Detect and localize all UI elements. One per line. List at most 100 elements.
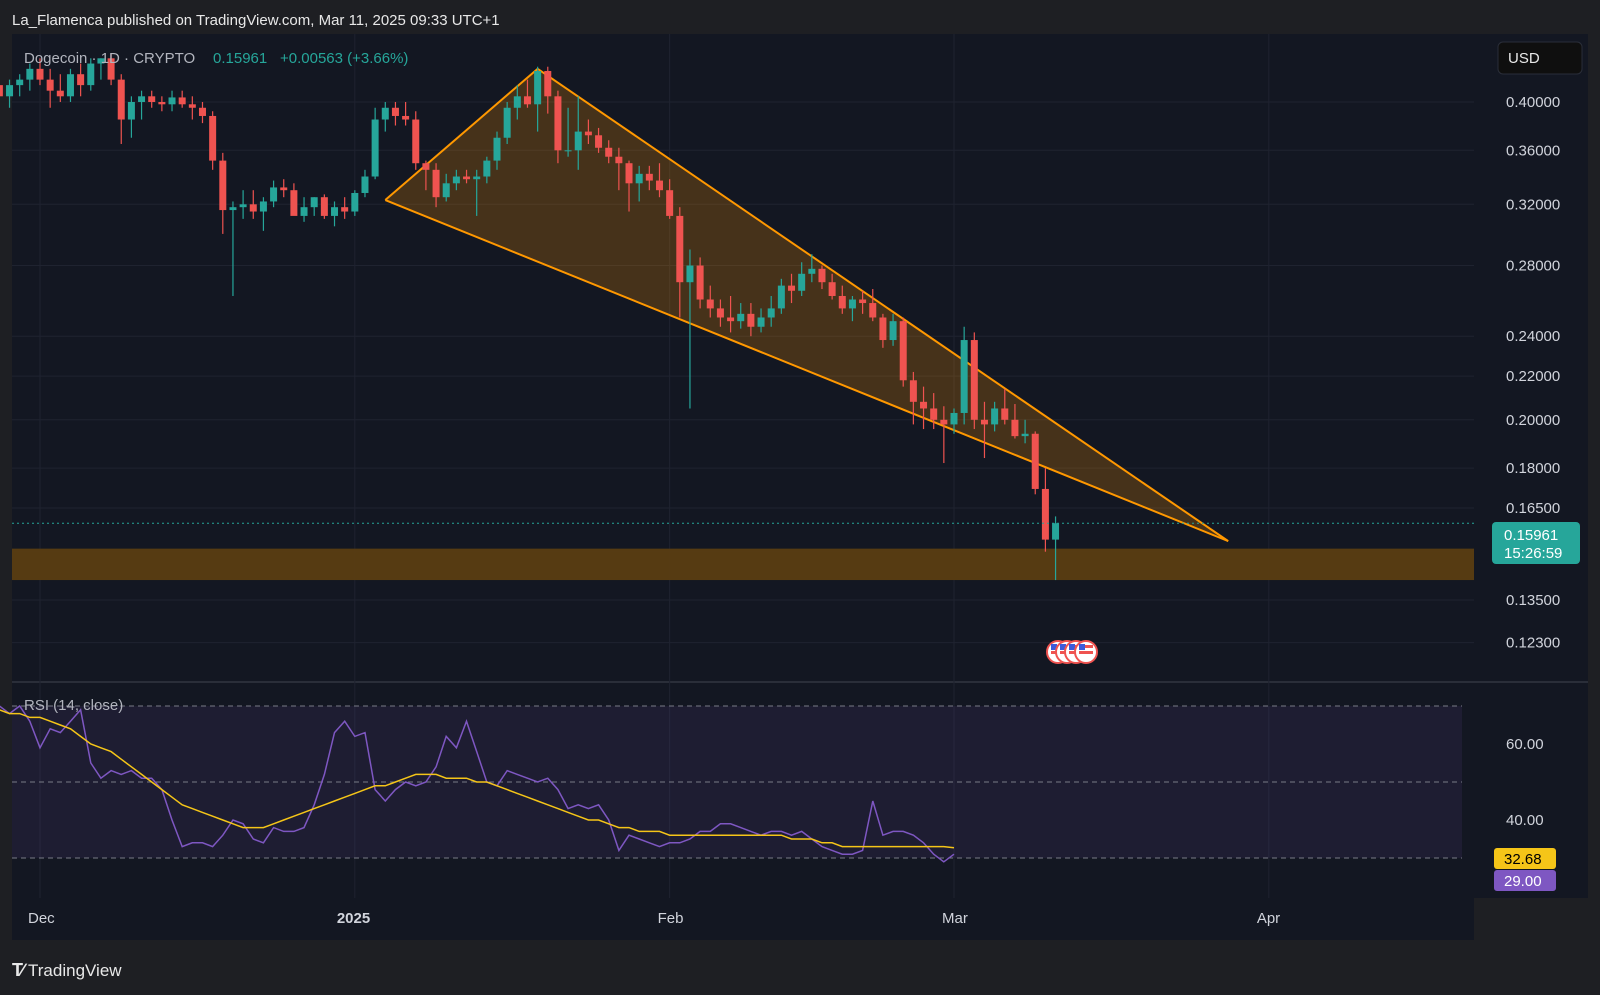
candlestick-series: [0, 53, 1060, 581]
candle: [198, 102, 206, 124]
candle: [889, 313, 897, 346]
footer-brand[interactable]: TradingView: [28, 960, 122, 980]
candle: [148, 90, 156, 108]
candle-body: [554, 96, 562, 151]
candle: [463, 169, 471, 184]
candle: [483, 156, 491, 184]
candle: [737, 303, 745, 329]
candle-body: [798, 273, 806, 291]
candle: [1021, 419, 1029, 444]
candle: [361, 169, 369, 198]
candle-body: [138, 96, 146, 102]
candle-body: [534, 70, 542, 105]
candle-body: [869, 303, 877, 318]
candle: [920, 386, 928, 430]
candle-body: [564, 150, 572, 152]
candle: [452, 169, 460, 191]
candle: [676, 207, 684, 318]
candle: [503, 102, 511, 144]
candle-body: [788, 285, 796, 291]
rsi-indicator: 60.00 40.00: [0, 704, 1544, 863]
rsi-ma-tag: [1494, 848, 1556, 869]
candle: [879, 313, 887, 348]
price-tick-label: 0.40000: [1506, 94, 1560, 111]
rsi-tick-label: 60.00: [1506, 736, 1544, 753]
candle-body: [889, 321, 897, 341]
candle-body: [523, 96, 531, 105]
candle-body: [960, 340, 968, 413]
candle: [777, 278, 785, 314]
candle-body: [46, 79, 54, 91]
candle: [168, 90, 176, 112]
candle-body: [66, 74, 74, 97]
candle-body: [767, 308, 775, 318]
rsi-line: [0, 704, 955, 863]
price-axis[interactable]: [1474, 34, 1588, 898]
candle-body: [432, 169, 440, 198]
candle-body: [412, 119, 420, 164]
candle: [828, 273, 836, 300]
candle-body: [463, 176, 471, 180]
candle: [16, 74, 24, 97]
candle-body: [331, 207, 339, 216]
candle-body: [635, 173, 643, 184]
symbol-label[interactable]: Dogecoin · 1D · CRYPTO: [24, 50, 195, 67]
candle: [666, 179, 674, 219]
price-axis-labels: 0.40000 0.36000 0.32000 0.28000 0.24000 0.220…: [1506, 94, 1560, 652]
candle-body: [381, 107, 389, 120]
candle-body: [493, 137, 501, 161]
rsi-ma-tag-value: 32.68: [1504, 851, 1542, 868]
currency-button[interactable]: [1497, 41, 1583, 75]
candle-body: [371, 119, 379, 177]
candle: [371, 107, 379, 180]
candle-body: [0, 85, 3, 97]
candle-body: [980, 419, 988, 425]
candle: [442, 173, 450, 202]
candle-body: [473, 176, 481, 180]
candle-body: [97, 58, 105, 64]
flag-canton: [1060, 644, 1066, 650]
candle: [513, 85, 521, 120]
candle: [950, 408, 958, 434]
candle-body: [320, 197, 328, 216]
candle: [686, 249, 694, 409]
candle: [808, 254, 816, 283]
candle-body: [127, 102, 135, 120]
candle: [36, 58, 44, 86]
candle-body: [148, 96, 156, 102]
candle-body: [290, 190, 298, 216]
candle: [188, 96, 196, 120]
candle-body: [391, 107, 399, 116]
economic-event-markers[interactable]: [1046, 640, 1098, 664]
candle: [56, 74, 64, 102]
candle: [564, 107, 572, 157]
candle-body: [1011, 419, 1019, 437]
candle-body: [595, 135, 603, 148]
rsi-legend[interactable]: RSI (14, close): [24, 697, 123, 714]
candle-body: [1031, 433, 1039, 489]
price-tick-label: 0.12300: [1506, 635, 1560, 652]
candle: [259, 197, 267, 231]
main-pane[interactable]: [12, 34, 1474, 682]
candle-body: [808, 268, 816, 274]
candle-body: [87, 63, 95, 86]
rsi-pane[interactable]: [12, 682, 1474, 898]
time-tick-label: Dec: [28, 910, 55, 927]
candle: [767, 295, 775, 327]
flag-canton: [1051, 644, 1057, 650]
candle: [290, 183, 298, 216]
current-price-tag: [1492, 522, 1580, 564]
candle-body: [259, 201, 267, 212]
candle-body: [198, 107, 206, 116]
candle: [798, 262, 806, 296]
candle: [280, 179, 288, 198]
wedge-left-edge: [384, 68, 539, 201]
candle-body: [1021, 433, 1029, 437]
candle-body: [879, 317, 887, 341]
candle: [331, 201, 339, 227]
time-axis[interactable]: [12, 898, 1474, 940]
candle-body: [838, 295, 846, 309]
candle-body: [1052, 523, 1060, 540]
candle: [341, 197, 349, 219]
candle-body: [859, 299, 867, 304]
